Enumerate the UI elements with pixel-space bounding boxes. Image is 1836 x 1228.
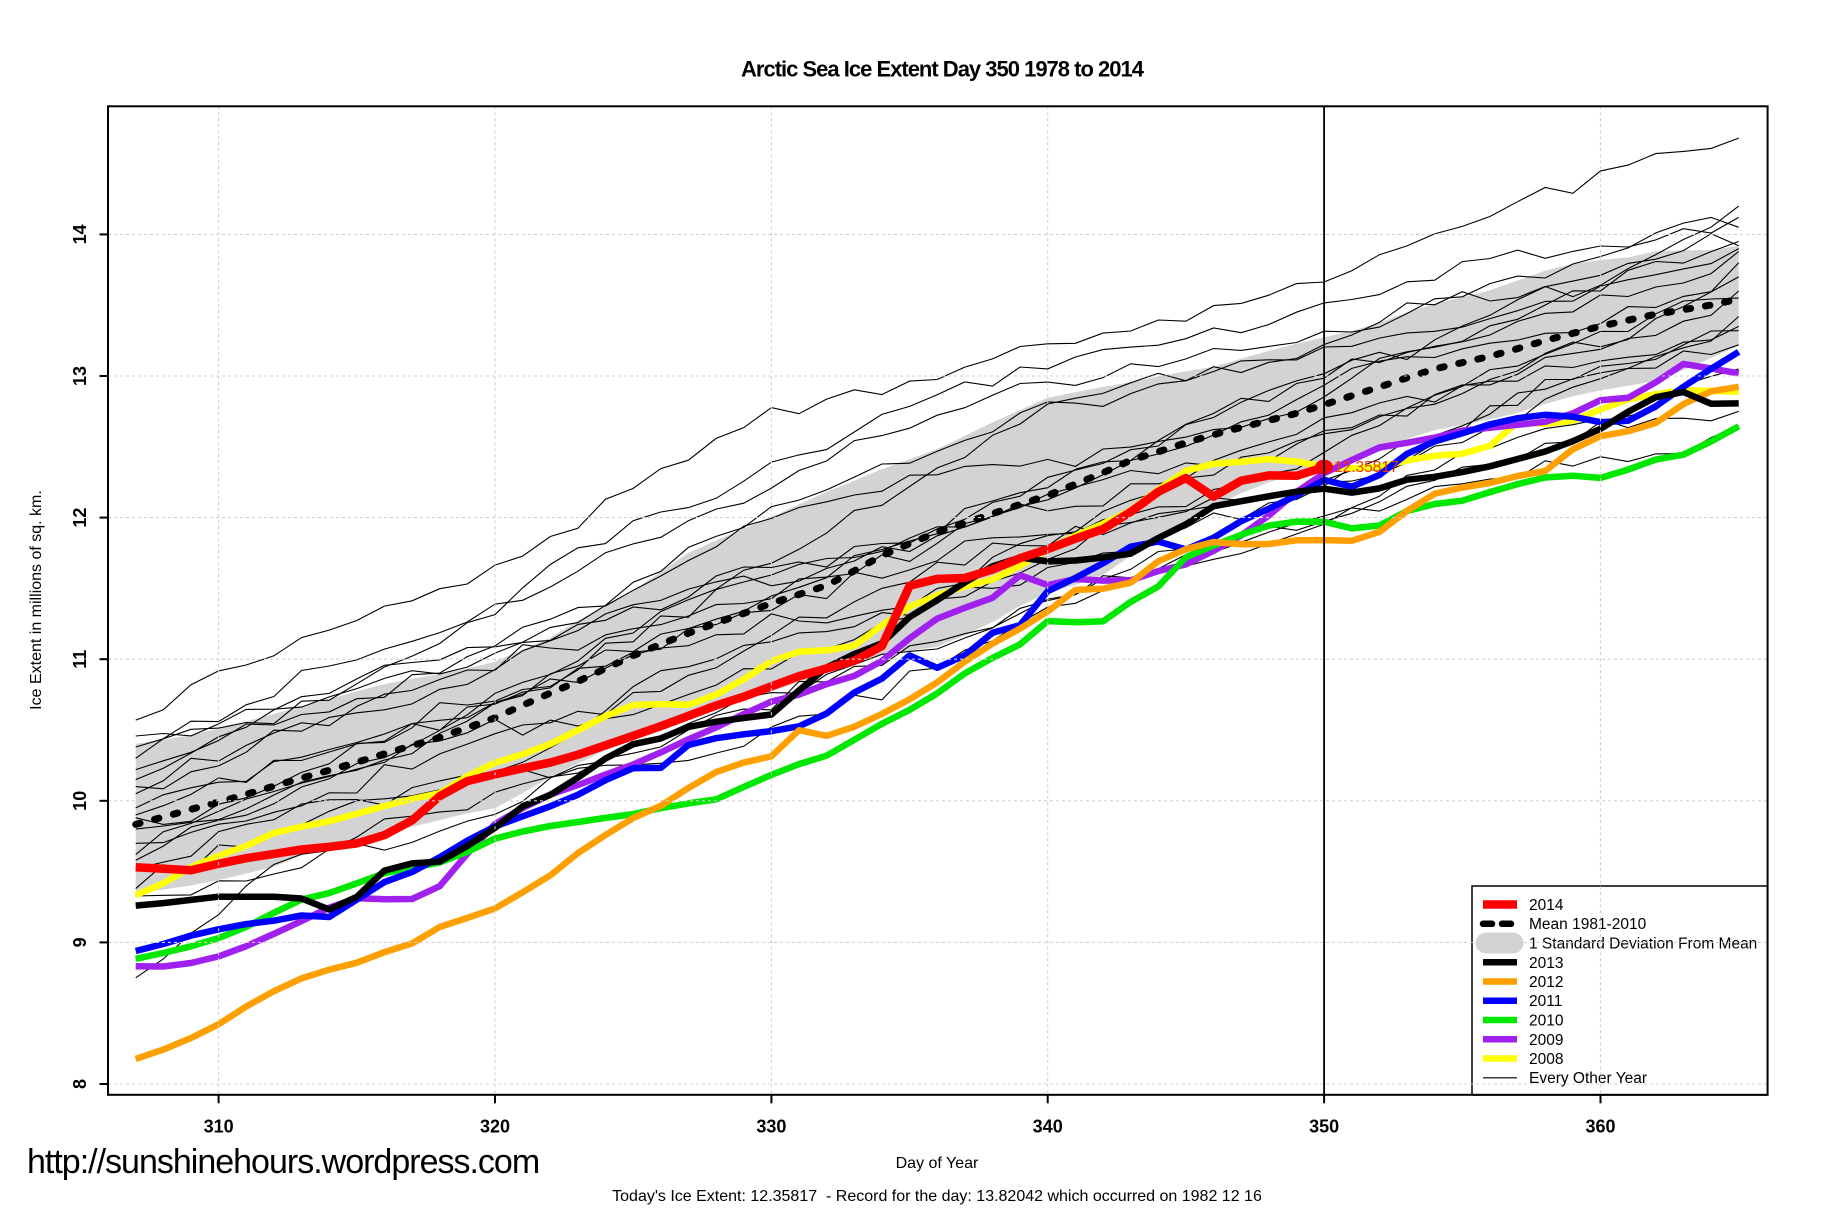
- svg-text:11: 11: [70, 650, 90, 669]
- svg-text:2013: 2013: [1529, 955, 1563, 972]
- svg-text:Day of Year: Day of Year: [896, 1155, 979, 1172]
- svg-text:2008: 2008: [1529, 1051, 1563, 1068]
- svg-text:340: 340: [1033, 1117, 1063, 1137]
- svg-text:12: 12: [70, 508, 90, 528]
- svg-text:http://sunshinehours.wordpress: http://sunshinehours.wordpress.com: [27, 1143, 539, 1181]
- svg-text:330: 330: [756, 1117, 786, 1137]
- svg-text:310: 310: [204, 1117, 234, 1137]
- svg-text:Every Other Year: Every Other Year: [1529, 1070, 1647, 1087]
- svg-text:9: 9: [70, 937, 90, 947]
- svg-text:320: 320: [480, 1117, 510, 1137]
- svg-text:13: 13: [70, 366, 90, 386]
- svg-text:8: 8: [70, 1079, 90, 1089]
- svg-text:Ice Extent in millions of sq.: Ice Extent in millions of sq. km.: [28, 490, 45, 710]
- svg-text:350: 350: [1309, 1117, 1339, 1137]
- svg-text:10: 10: [70, 791, 90, 811]
- svg-text:12.35817: 12.35817: [1334, 459, 1399, 476]
- svg-text:14: 14: [70, 224, 90, 244]
- svg-text:2010: 2010: [1529, 1013, 1564, 1030]
- svg-text:2009: 2009: [1529, 1032, 1563, 1049]
- svg-text:1 Standard Deviation From Mean: 1 Standard Deviation From Mean: [1529, 936, 1757, 953]
- svg-text:2011: 2011: [1529, 993, 1562, 1010]
- svg-text:360: 360: [1585, 1117, 1615, 1137]
- svg-text:Mean 1981-2010: Mean 1981-2010: [1529, 916, 1647, 933]
- svg-text:Arctic Sea Ice Extent Day 350: Arctic Sea Ice Extent Day 350 1978 to 20…: [741, 57, 1145, 82]
- svg-text:Today's Ice Extent: 12.35817: Today's Ice Extent: 12.35817 - Record fo…: [612, 1188, 1262, 1205]
- svg-text:2012: 2012: [1529, 974, 1563, 991]
- svg-text:2014: 2014: [1529, 897, 1564, 914]
